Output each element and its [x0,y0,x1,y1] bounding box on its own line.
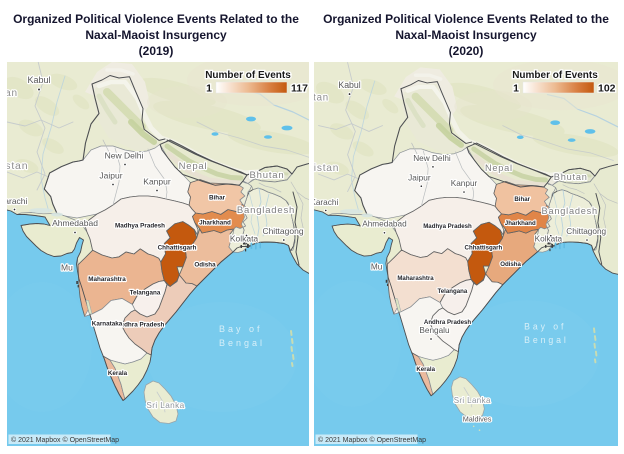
svg-text:Bhutan: Bhutan [553,172,587,182]
svg-text:Kabul: Kabul [27,75,50,85]
svg-text:Mu: Mu [61,263,73,273]
svg-text:New Delhi: New Delhi [413,154,451,163]
svg-text:Maharashtra: Maharashtra [397,275,434,282]
svg-text:Jharkhand: Jharkhand [504,220,535,227]
svg-text:New Delhi: New Delhi [105,151,144,161]
svg-text:Bay of: Bay of [219,324,263,334]
svg-text:Madhya Pradesh: Madhya Pradesh [115,223,165,230]
svg-text:Kolkata: Kolkata [534,235,562,244]
svg-text:Pakistan: Pakistan [7,160,28,172]
svg-text:Afghanistan: Afghanistan [7,88,18,99]
svg-text:Bangladesh: Bangladesh [237,205,295,216]
svg-text:Maldives: Maldives [462,414,491,423]
svg-text:Kabul: Kabul [338,80,360,90]
svg-text:Mu: Mu [370,263,382,272]
svg-text:Maharashtra: Maharashtra [88,276,126,283]
svg-text:Kolkata: Kolkata [230,234,259,244]
svg-text:Bhutan: Bhutan [250,170,285,181]
svg-text:102: 102 [598,83,616,95]
svg-text:Bay of: Bay of [524,321,566,331]
svg-text:© 2021 Mapbox © OpenStreetMap: © 2021 Mapbox © OpenStreetMap [11,436,119,444]
svg-text:Andhra Pradesh: Andhra Pradesh [116,322,165,329]
svg-text:Andhra Pradesh: Andhra Pradesh [423,319,470,326]
svg-text:Odisha: Odisha [194,262,216,269]
svg-text:Ahmedabad: Ahmedabad [362,219,407,228]
svg-text:Kanpur: Kanpur [143,177,171,187]
svg-text:Jharkhand: Jharkhand [199,220,231,227]
svg-text:Jaipur: Jaipur [408,173,431,182]
svg-text:Kerala: Kerala [108,370,128,377]
svg-text:Chittagong: Chittagong [566,227,606,236]
svg-text:Nepal: Nepal [484,163,512,173]
svg-text:1: 1 [513,83,519,95]
svg-text:Chhattisgarh: Chhattisgarh [464,244,502,251]
svg-text:Madhya Pradesh: Madhya Pradesh [423,223,472,230]
svg-text:117: 117 [291,83,308,95]
svg-text:Jaipur: Jaipur [99,171,122,181]
svg-text:Bangladesh: Bangladesh [541,206,597,216]
svg-text:Karachi: Karachi [314,198,338,207]
svg-text:Bengal: Bengal [219,338,265,348]
svg-text:Sri Lanka: Sri Lanka [146,401,184,410]
svg-text:Karachi: Karachi [7,196,28,206]
svg-text:Number of Events: Number of Events [512,70,598,81]
svg-text:Chittagong: Chittagong [262,226,303,236]
svg-text:Kanpur: Kanpur [450,179,477,188]
svg-text:© 2021 Mapbox © OpenStreetMap: © 2021 Mapbox © OpenStreetMap [318,436,426,444]
svg-text:Sri Lanka: Sri Lanka [453,396,490,405]
svg-text:Telangana: Telangana [437,288,467,295]
svg-text:Ahmedabad: Ahmedabad [52,218,98,228]
svg-text:Kerala: Kerala [416,366,435,373]
svg-text:1: 1 [206,83,212,95]
svg-text:Nepal: Nepal [179,161,208,172]
svg-text:Pakistan: Pakistan [314,163,339,174]
svg-text:Bihar: Bihar [514,196,530,203]
svg-text:Odisha: Odisha [500,261,521,268]
svg-text:Afghanistan: Afghanistan [314,92,329,103]
svg-text:Number of Events: Number of Events [205,70,291,81]
svg-text:Bengal: Bengal [524,335,569,345]
svg-text:Bengalu: Bengalu [419,326,450,335]
svg-text:Chhattisgarh: Chhattisgarh [158,245,197,252]
svg-text:Telangana: Telangana [130,290,161,297]
svg-text:Karnataka: Karnataka [92,321,123,328]
svg-text:Bihar: Bihar [209,195,226,202]
